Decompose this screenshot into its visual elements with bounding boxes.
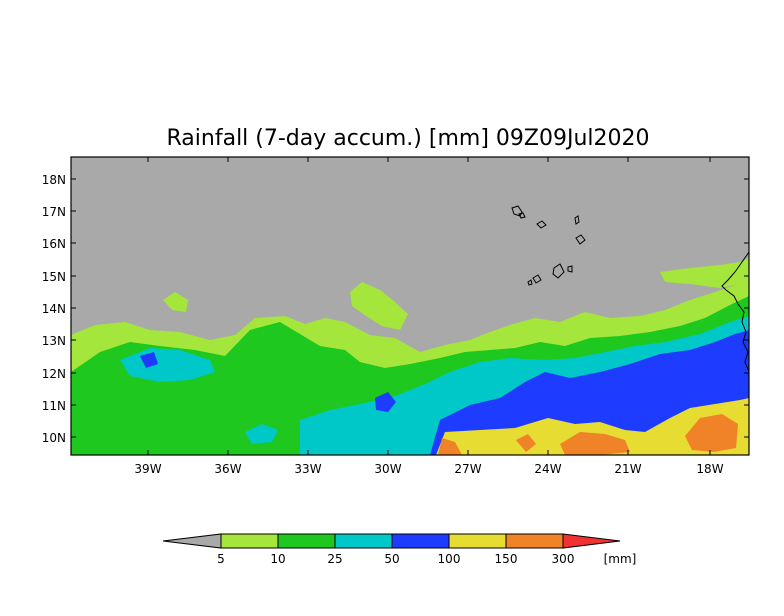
cape-verde-islands bbox=[511, 205, 586, 286]
lat-label-14n: 14N bbox=[42, 302, 66, 316]
lon-label-39w: 39W bbox=[134, 462, 161, 476]
colorbar-100-150 bbox=[448, 533, 507, 549]
rain-patch-orange-10n-25w bbox=[516, 434, 536, 452]
colorbar-25-50 bbox=[334, 533, 393, 549]
colorbar-50-100 bbox=[391, 533, 450, 549]
lat-label-10n: 10N bbox=[42, 431, 66, 445]
rain-patch-blue-11n-30w bbox=[375, 392, 396, 412]
lat-label-15n: 15N bbox=[42, 270, 66, 284]
rain-patch-blue-12n-39w bbox=[140, 352, 158, 368]
rain-patch-30w-14n bbox=[350, 282, 408, 330]
colorbar-5-10 bbox=[220, 533, 279, 549]
colorbar-label-100: 100 bbox=[438, 552, 461, 566]
lat-label-11n: 11N bbox=[42, 399, 66, 413]
colorbar-above-300 bbox=[562, 533, 621, 549]
map-title: Rainfall (7-day accum.) [mm] 09Z09Jul202… bbox=[167, 126, 650, 151]
lat-label-16n: 16N bbox=[42, 237, 66, 251]
lon-label-33w: 33W bbox=[294, 462, 321, 476]
african-coastline bbox=[721, 251, 749, 373]
lon-label-36w: 36W bbox=[214, 462, 241, 476]
colorbar: 5 10 25 50 100 150 300 [mm] bbox=[162, 533, 637, 566]
lon-label-18w: 18W bbox=[696, 462, 723, 476]
lat-label-13n: 13N bbox=[42, 334, 66, 348]
lat-label-18n: 18N bbox=[42, 173, 66, 187]
map-plot-area bbox=[71, 157, 749, 455]
rain-band-100-150 bbox=[436, 398, 749, 455]
colorbar-label-25: 25 bbox=[327, 552, 342, 566]
lon-label-21w: 21W bbox=[614, 462, 641, 476]
rain-patch-17w-15n bbox=[660, 258, 749, 288]
colorbar-unit: [mm] bbox=[604, 552, 637, 566]
rain-patch-orange-10n-17w bbox=[685, 414, 738, 452]
colorbar-label-300: 300 bbox=[552, 552, 575, 566]
lat-label-17n: 17N bbox=[42, 205, 66, 219]
rain-patch-cyan-12n-38w bbox=[245, 424, 278, 444]
colorbar-10-25 bbox=[277, 533, 336, 549]
colorbar-label-5: 5 bbox=[217, 552, 225, 566]
lon-label-24w: 24W bbox=[534, 462, 561, 476]
colorbar-label-50: 50 bbox=[384, 552, 399, 566]
colorbar-below-5 bbox=[162, 533, 222, 549]
rain-patch-orange-10n-23w bbox=[560, 432, 630, 455]
lon-label-27w: 27W bbox=[454, 462, 481, 476]
colorbar-label-10: 10 bbox=[270, 552, 285, 566]
rain-band-150-300 bbox=[438, 438, 462, 455]
map-frame bbox=[70, 156, 750, 456]
latitude-axis: 18N 17N 16N 15N 14N 13N 12N 11N 10N bbox=[42, 173, 749, 445]
colorbar-150-300 bbox=[505, 533, 564, 549]
longitude-axis: 39W 36W 33W 30W 27W 24W 21W 18W bbox=[134, 157, 724, 476]
lon-label-30w: 30W bbox=[374, 462, 401, 476]
rain-patch-36w-14n bbox=[163, 292, 188, 312]
lat-label-12n: 12N bbox=[42, 367, 66, 381]
colorbar-label-150: 150 bbox=[495, 552, 518, 566]
